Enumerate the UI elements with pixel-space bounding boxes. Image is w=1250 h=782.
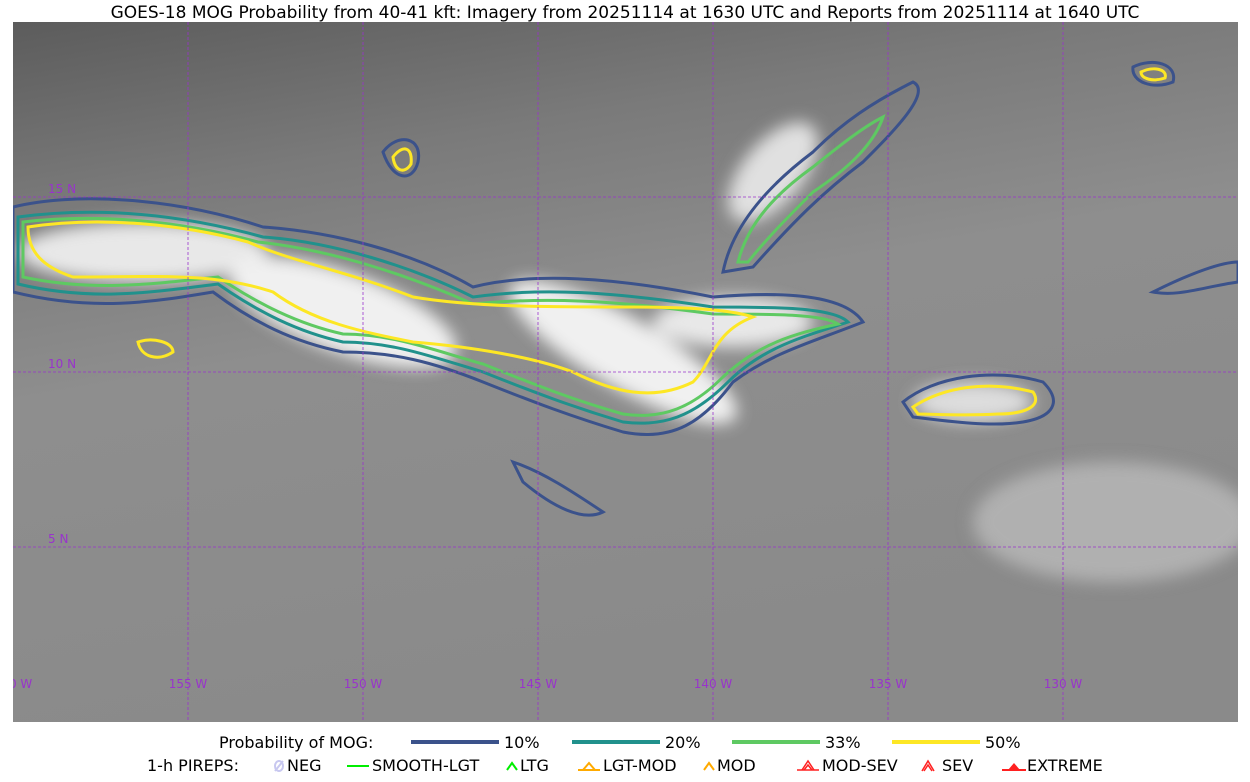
contour-10pct	[901, 373, 1055, 426]
pirep-label: LGT-MOD	[603, 756, 677, 775]
probability-legend-label: Probability of MOG:	[219, 733, 374, 752]
double-caret-icon	[921, 759, 935, 772]
pirep-label: MOD	[717, 756, 756, 775]
map-title: GOES-18 MOG Probability from 40-41 kft: …	[110, 3, 1140, 23]
graticule: 160 W 155 W 150 W 145 W 140 W 135 W 130 W 15 N 1…	[13, 22, 1238, 722]
neg-icon	[274, 760, 284, 772]
contour-50pct	[1139, 67, 1167, 82]
caret-icon	[506, 761, 518, 771]
contour-50pct	[391, 147, 413, 172]
legend-level-label: 33%	[825, 733, 861, 752]
legend-swatch-50pct	[892, 740, 980, 744]
pirep-label: LTG	[520, 756, 549, 775]
double-caret-bar-icon	[797, 759, 819, 771]
legend-swatch-10pct	[411, 740, 499, 744]
legend-swatch-33pct	[732, 740, 820, 744]
pirep-label: SEV	[942, 756, 974, 775]
contour-10pct	[510, 459, 606, 517]
contour-10pct	[381, 138, 421, 178]
latitude-label: 10 N	[48, 357, 76, 371]
latitude-label: 15 N	[48, 182, 76, 196]
contour-33pct	[736, 114, 886, 264]
pirep-legend-label: 1-h PIREPS:	[147, 756, 239, 775]
pirep-label: NEG	[287, 756, 322, 775]
pirep-label: MOD-SEV	[822, 756, 898, 775]
contour-50pct	[136, 338, 175, 359]
longitude-label: 160 W	[13, 677, 32, 691]
legend-swatch-20pct	[572, 740, 660, 744]
legend-level-label: 10%	[504, 733, 540, 752]
contour-10pct	[1131, 60, 1176, 87]
latitude-label: 5 N	[48, 532, 68, 546]
caret-bar-icon	[578, 761, 600, 771]
contour-20pct	[16, 210, 851, 425]
contour-10pct	[721, 80, 920, 274]
contour-50pct	[26, 220, 758, 395]
contour-33pct	[21, 216, 842, 417]
longitude-label: 140 W	[694, 677, 733, 691]
longitude-label: 150 W	[344, 677, 383, 691]
satellite-map: 160 W 155 W 150 W 145 W 140 W 135 W 130 W 15 N 1…	[13, 22, 1238, 722]
longitude-label: 130 W	[1044, 677, 1083, 691]
longitude-label: 145 W	[519, 677, 558, 691]
pirep-label: EXTREME	[1027, 756, 1103, 775]
line-icon	[347, 765, 369, 767]
legend-level-label: 50%	[985, 733, 1021, 752]
mog-contours	[13, 60, 1238, 517]
longitude-label: 135 W	[869, 677, 908, 691]
contour-50pct	[910, 384, 1037, 417]
pirep-label: SMOOTH-LGT	[372, 756, 480, 775]
contour-10pct	[1148, 260, 1238, 295]
caret-icon	[703, 761, 715, 771]
legend-level-label: 20%	[665, 733, 701, 752]
longitude-label: 155 W	[169, 677, 208, 691]
contour-10pct	[13, 197, 866, 437]
filled-triangle-icon	[1002, 763, 1026, 771]
